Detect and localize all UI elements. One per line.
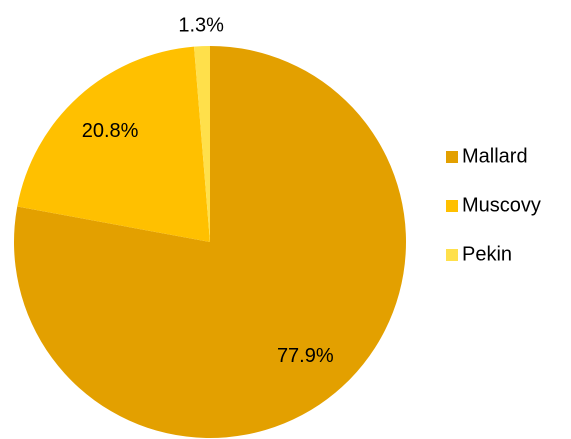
pie-slice: [14, 46, 407, 438]
data-label: 1.3%: [178, 14, 224, 36]
legend-label: Mallard: [462, 145, 528, 167]
legend-swatch: [446, 200, 458, 212]
legend-swatch: [446, 151, 458, 163]
pie-slice: [17, 46, 211, 243]
data-label: 20.8%: [82, 120, 139, 142]
legend-label: Muscovy: [462, 194, 541, 216]
legend-label: Pekin: [462, 243, 512, 265]
pie-slice: [194, 46, 210, 242]
data-label: 77.9%: [277, 345, 334, 367]
legend-swatch: [446, 249, 458, 261]
